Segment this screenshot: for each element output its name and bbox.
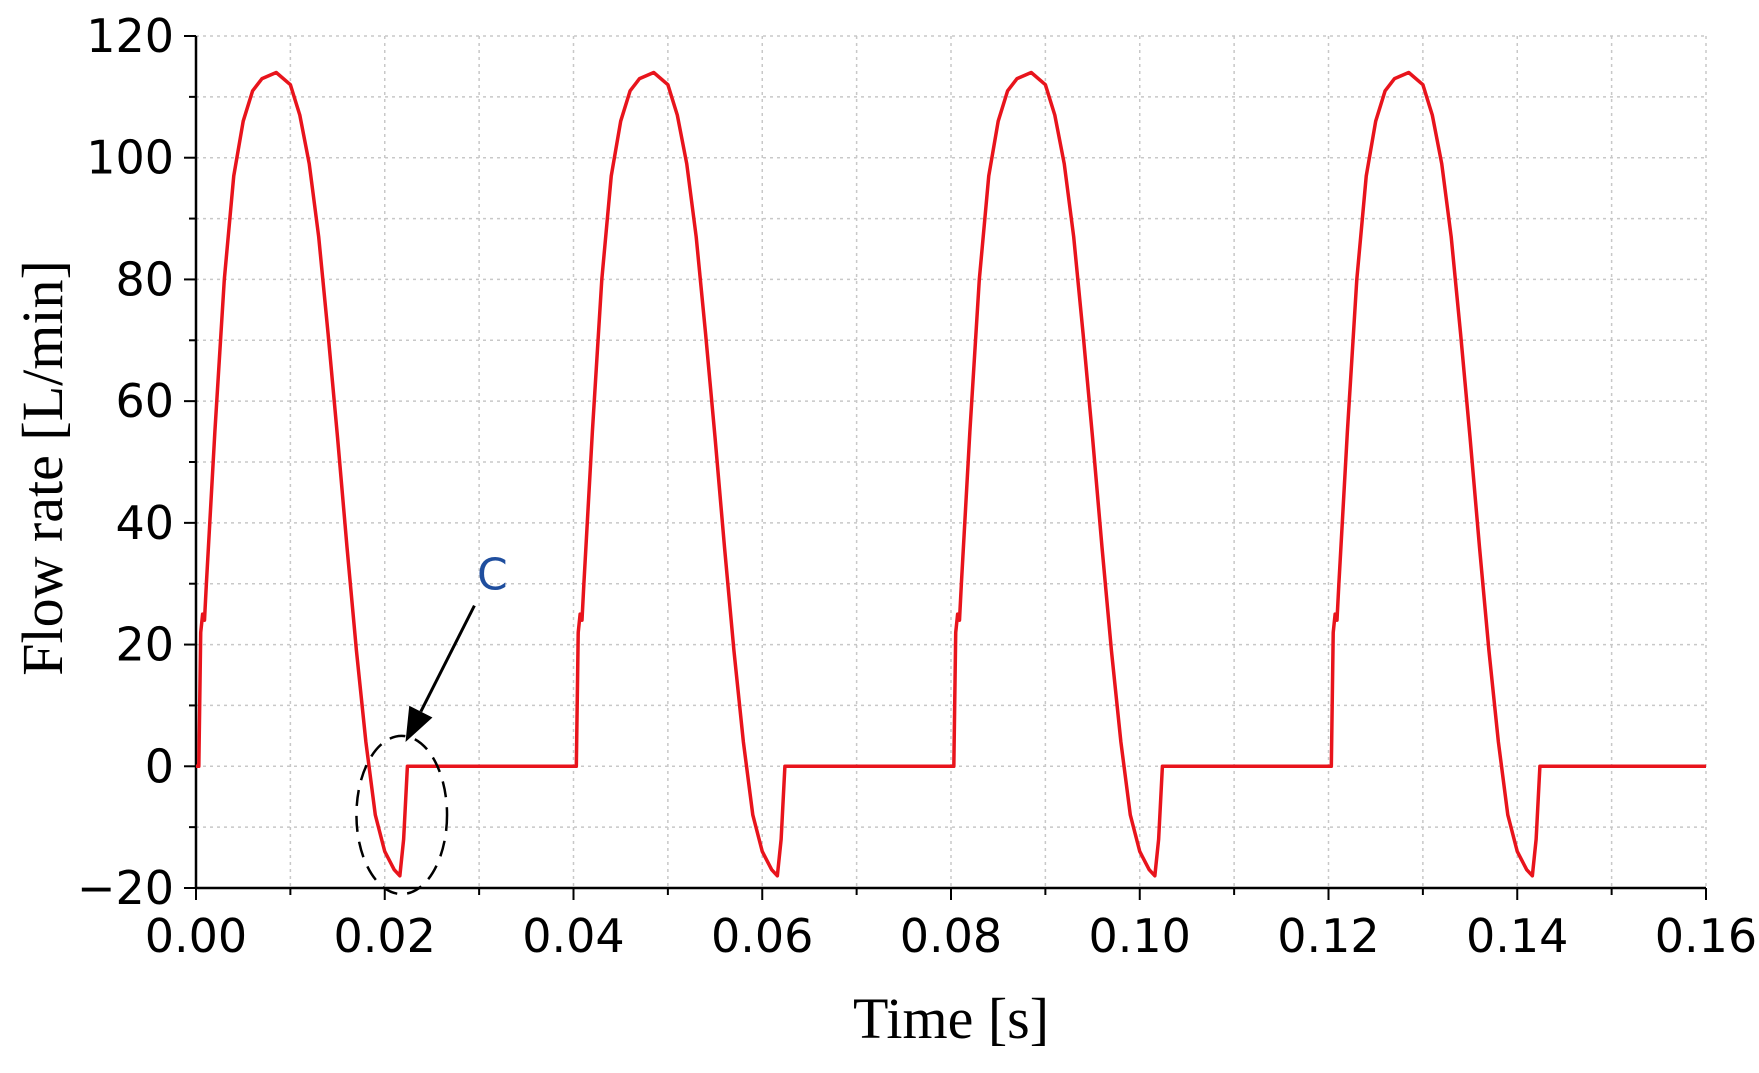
y-tick-label: 60	[115, 374, 174, 428]
series-line	[196, 70, 1706, 878]
x-tick-label: 0.10	[1089, 909, 1191, 963]
x-tick-label: 0.04	[522, 909, 624, 963]
x-tick-label: 0.14	[1466, 909, 1568, 963]
tick-labels: 0.00 0.02 0.04 0.06 0.08 0.10 0.12 0.14 0.16 −20 0…	[77, 9, 1757, 963]
series-group	[196, 70, 1706, 878]
annotations: C	[355, 550, 508, 896]
x-tick-label: 0.08	[900, 909, 1002, 963]
annotation-ellipse	[355, 734, 449, 896]
y-tick-label: 80	[115, 252, 174, 306]
y-tick-label: −20	[77, 861, 174, 915]
annotation-arrowhead	[405, 705, 433, 742]
grid-lines	[195, 35, 1707, 889]
y-axis-label: Flow rate [L/min]	[10, 260, 75, 676]
y-tick-label: 0	[145, 739, 174, 793]
y-tick-label: 20	[115, 618, 174, 672]
annotation-arrow	[419, 604, 476, 713]
x-tick-label: 0.12	[1277, 909, 1379, 963]
y-tick-label: 100	[86, 131, 174, 185]
axes	[184, 35, 1707, 900]
y-tick-label: 120	[86, 9, 174, 63]
x-tick-label: 0.06	[711, 909, 813, 963]
annotation-label: C	[477, 550, 508, 601]
x-tick-label: 0.02	[334, 909, 436, 963]
y-tick-label: 40	[115, 496, 174, 550]
x-tick-label: 0.00	[145, 909, 247, 963]
x-axis-label: Time [s]	[853, 986, 1049, 1051]
x-tick-label: 0.16	[1655, 909, 1757, 963]
